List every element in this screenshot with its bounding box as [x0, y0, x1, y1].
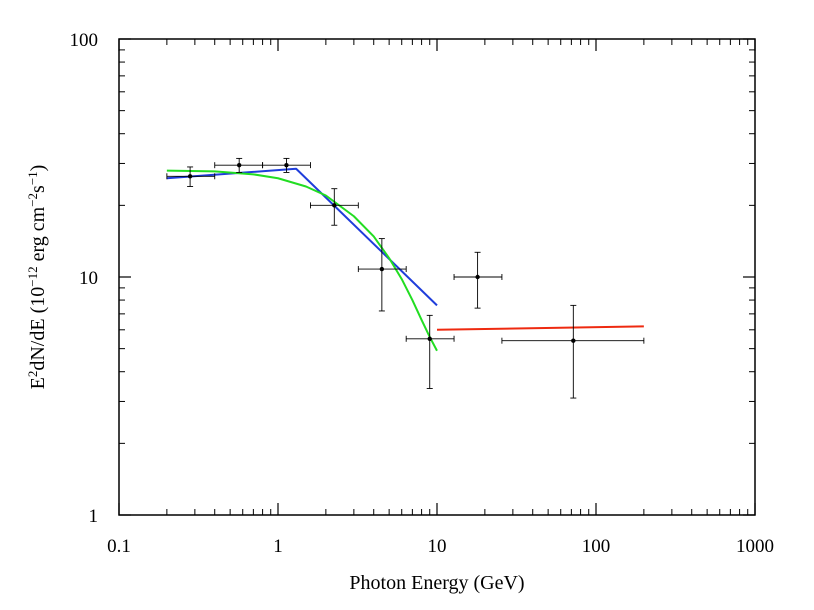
point-marker [187, 174, 193, 179]
x-tick-label: 10 [428, 536, 447, 557]
point-marker [427, 336, 432, 341]
point-marker [332, 203, 337, 208]
data-point [453, 251, 503, 309]
data-point [214, 157, 264, 173]
minor-ticks [119, 39, 755, 515]
data-point [357, 238, 407, 312]
plot-frame [118, 38, 756, 516]
point-marker [571, 338, 576, 343]
y-axis-label: E2dN/dE (10−12 erg cm−2s−1) [25, 165, 49, 390]
model-curves [166, 167, 644, 352]
series-line [436, 325, 644, 331]
data-point [262, 157, 311, 173]
x-tick-label: 1000 [736, 536, 774, 557]
x-tick-labels: 0.1 1 10 100 1000 [107, 536, 774, 557]
x-tick-label: 1 [273, 536, 283, 557]
y-tick-label: 100 [70, 30, 99, 51]
major-ticks [118, 38, 756, 516]
series-line [166, 167, 438, 307]
data-point [501, 304, 645, 399]
data-point [310, 188, 359, 226]
y-tick-label: 1 [89, 506, 99, 527]
series-line [166, 169, 438, 352]
y-tick-label: 10 [79, 268, 98, 289]
point-marker [379, 266, 385, 272]
x-tick-label: 0.1 [107, 536, 131, 557]
data-point [405, 314, 455, 389]
x-axis-label: Photon Energy (GeV) [349, 572, 524, 594]
data-points [166, 157, 645, 399]
point-marker [236, 162, 242, 168]
point-marker [284, 162, 289, 168]
data-point [166, 166, 216, 187]
x-tick-label: 100 [582, 536, 611, 557]
point-marker [475, 274, 480, 280]
y-tick-labels: 1 10 100 [70, 30, 99, 527]
